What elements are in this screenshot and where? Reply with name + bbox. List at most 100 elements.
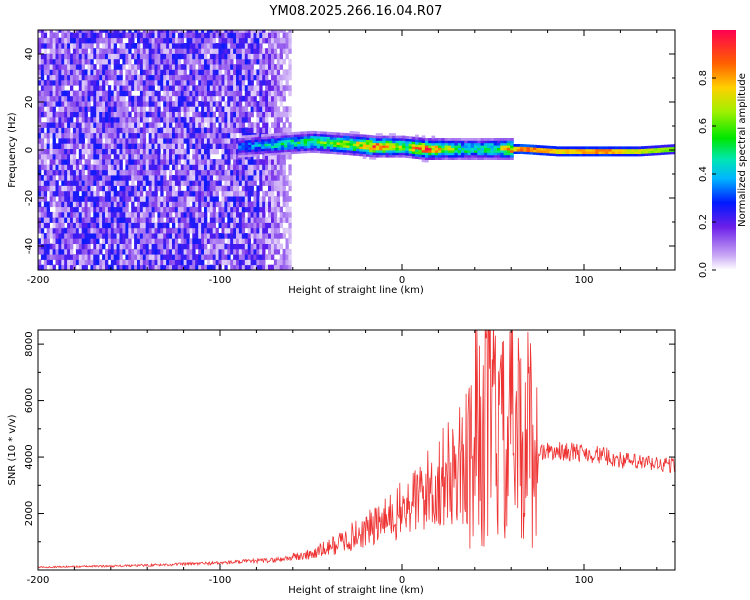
spectrogram-cell xyxy=(212,169,216,176)
spectrogram-cell xyxy=(198,43,202,49)
spectrogram-cell xyxy=(43,164,48,171)
spectrogram-cell xyxy=(241,243,246,250)
spectrogram-cell xyxy=(428,152,432,156)
spectrogram-cell xyxy=(670,146,675,150)
spectrogram-cell xyxy=(253,53,257,60)
spectrogram-cell xyxy=(46,169,50,176)
spectrogram-cell xyxy=(46,127,50,134)
spectrogram-cell xyxy=(209,148,214,155)
spectrogram-cell xyxy=(215,201,219,208)
spectrogram-cell xyxy=(549,145,554,149)
spectrogram-cell xyxy=(99,32,103,39)
spectrogram-cell xyxy=(172,138,176,144)
spectrogram-cell xyxy=(201,190,205,197)
spectrogram-cell xyxy=(128,101,132,107)
spectrogram-cell xyxy=(119,222,123,229)
spectrogram-cell xyxy=(81,201,85,208)
spectrogram-cell xyxy=(186,238,190,244)
spectrogram-cell xyxy=(379,154,383,158)
spectrogram-cell xyxy=(415,156,419,159)
spectrogram-cell xyxy=(273,185,278,192)
spectrogram-cell xyxy=(58,85,62,91)
spectrogram-cell xyxy=(61,85,65,91)
spectrogram-cell xyxy=(128,233,132,239)
spectrogram-cell xyxy=(107,69,112,76)
spectrogram-cell xyxy=(244,217,249,223)
spectrogram-cell xyxy=(183,48,187,54)
spectrogram-cell xyxy=(84,164,88,171)
spectrogram-cell xyxy=(253,48,257,54)
spectrogram-cell xyxy=(204,175,208,181)
spectrogram-cell xyxy=(163,132,167,139)
spectrogram-cell xyxy=(55,190,59,197)
spectrogram-cell xyxy=(273,175,278,181)
spectrogram-cell xyxy=(166,116,170,123)
spectrogram-cell xyxy=(122,79,126,86)
spectrogram-cell xyxy=(251,153,255,157)
spectrogram-cell xyxy=(233,122,237,128)
spectrogram-cell xyxy=(38,222,42,229)
spectrogram-cell xyxy=(107,190,112,197)
spectrogram-cell xyxy=(183,254,187,260)
spectrogram-cell xyxy=(125,259,129,266)
spectrogram-cell xyxy=(209,164,214,171)
spectrogram-cell xyxy=(169,138,173,144)
spectrogram-cell xyxy=(454,150,459,153)
spectrogram-cell xyxy=(209,222,214,229)
spectrogram-cell xyxy=(99,233,103,239)
spectrogram-cell xyxy=(137,37,141,44)
spectrogram-cell xyxy=(67,227,71,234)
spectrogram-cell xyxy=(58,138,62,144)
spectrogram-cell xyxy=(81,58,85,65)
spectrogram-cell xyxy=(285,116,289,123)
spectrogram-cell xyxy=(244,106,249,112)
spectrogram-cell xyxy=(145,243,149,250)
spectrogram-cell xyxy=(261,134,265,137)
spectrogram-cell xyxy=(64,58,68,65)
spectrogram-cell xyxy=(148,248,152,255)
spectrogram-cell xyxy=(313,138,318,141)
spectrogram-cell xyxy=(43,185,48,192)
spectrogram-cell xyxy=(131,175,135,181)
spectrogram-cell xyxy=(87,132,91,139)
spectrogram-cell xyxy=(343,132,347,136)
spectrogram-cell xyxy=(303,131,308,135)
spectrogram-cell xyxy=(346,133,350,136)
spectrogram-cell xyxy=(157,122,161,128)
spectrogram-cell xyxy=(55,37,59,44)
spectrogram-cell xyxy=(72,211,77,218)
spectrogram-cell xyxy=(96,196,100,202)
spectrogram-cell xyxy=(268,48,272,54)
spectrogram-cell xyxy=(601,153,606,157)
spectrogram-cell xyxy=(307,143,311,146)
spectrogram-cell xyxy=(93,180,97,186)
spectrogram-cell xyxy=(93,74,97,81)
spectrogram-cell xyxy=(247,190,251,197)
spectrogram-cell xyxy=(268,106,272,112)
spectrogram-cell xyxy=(431,157,436,160)
spectrogram-cell xyxy=(55,30,59,33)
spectrogram-cell xyxy=(247,227,251,234)
snr-x-ticks: -200 -100 0 100 xyxy=(27,330,658,586)
spectrogram-cell xyxy=(163,30,167,33)
spectrogram-cell xyxy=(90,30,94,33)
spectrogram-cell xyxy=(212,69,216,76)
spectrogram-cell xyxy=(157,79,161,86)
spectrogram-cell xyxy=(180,206,184,213)
spectrogram-cell xyxy=(204,238,208,244)
spectrogram-cell xyxy=(227,106,231,112)
spectrogram-cell xyxy=(151,95,155,102)
spectrogram-cell xyxy=(395,154,400,158)
spectrogram-cell xyxy=(38,169,42,176)
spectrogram-cell xyxy=(102,243,106,250)
spectrogram-cell xyxy=(392,145,396,148)
spectrogram-cell xyxy=(195,101,199,107)
spectrogram-cell xyxy=(218,143,222,149)
spectrogram-cell xyxy=(262,79,266,86)
spectrogram-cell xyxy=(72,153,77,160)
spectrogram-cell xyxy=(212,95,216,102)
spectrogram-cell xyxy=(99,106,103,112)
spectrogram-cell xyxy=(595,148,599,152)
spectrogram-cell xyxy=(122,111,126,118)
spectrogram-cell xyxy=(75,69,80,76)
